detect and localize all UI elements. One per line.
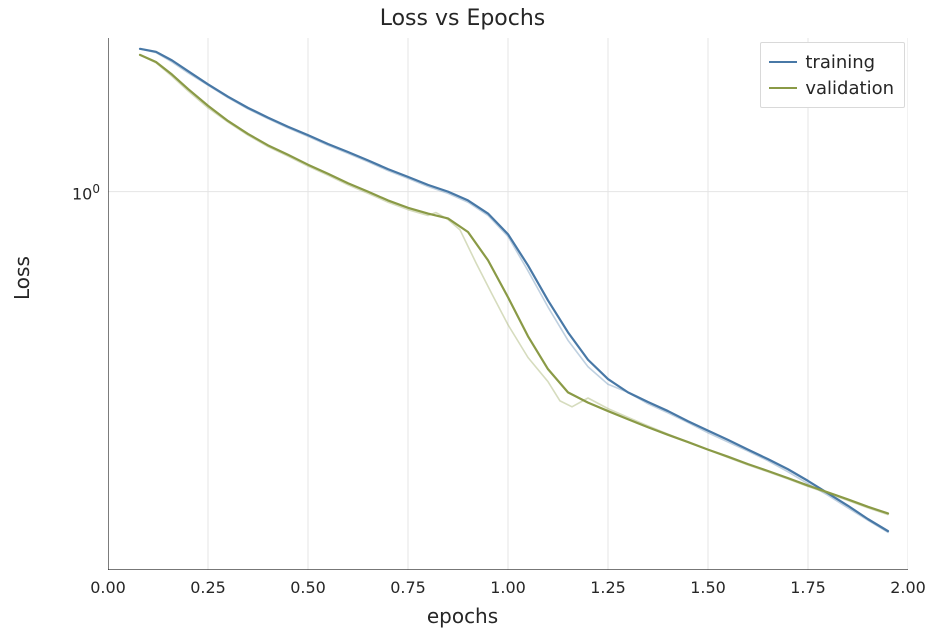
- y-axis-label: Loss: [10, 256, 34, 300]
- chart-title: Loss vs Epochs: [0, 6, 925, 31]
- x-tick-label: 1.25: [588, 578, 628, 597]
- legend-swatch: [769, 61, 797, 63]
- y-tick-label: 100: [72, 182, 100, 203]
- x-tick-label: 1.50: [688, 578, 728, 597]
- x-tick-label: 2.00: [888, 578, 925, 597]
- legend-item: training: [769, 49, 894, 75]
- legend-swatch: [769, 87, 797, 89]
- x-tick-label: 0.00: [88, 578, 128, 597]
- x-tick-label: 0.50: [288, 578, 328, 597]
- plot-area: [108, 38, 908, 570]
- legend-item: validation: [769, 75, 894, 101]
- figure: Loss vs Epochs Loss epochs 0.00 0.25 0.50 0…: [0, 0, 925, 638]
- x-axis-label: epochs: [0, 604, 925, 628]
- legend-label: training: [805, 52, 875, 73]
- x-tick-label: 0.25: [188, 578, 228, 597]
- legend-label: validation: [805, 78, 894, 99]
- x-tick-label: 1.00: [488, 578, 528, 597]
- x-tick-label: 1.75: [788, 578, 828, 597]
- x-tick-label: 0.75: [388, 578, 428, 597]
- legend: training validation: [760, 42, 905, 108]
